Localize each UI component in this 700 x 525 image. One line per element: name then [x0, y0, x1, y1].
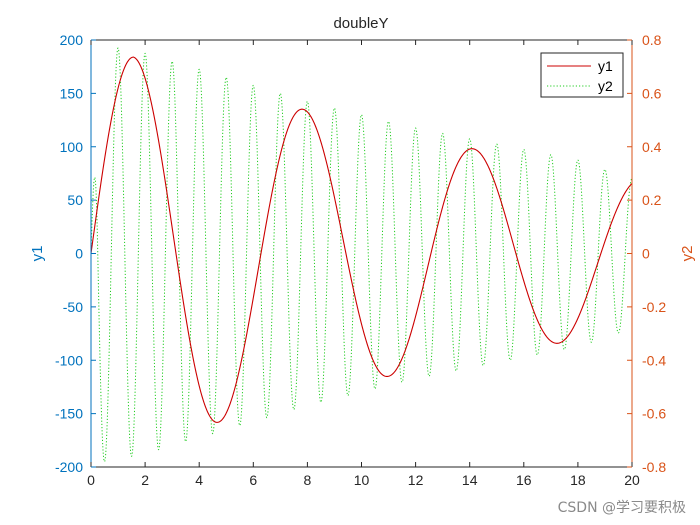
x-tick-label: 2	[141, 472, 149, 488]
y1-tick-label: 50	[67, 192, 83, 208]
legend-label-y1: y1	[598, 58, 613, 74]
watermark: CSDN @学习要积极	[557, 500, 686, 516]
y2-tick-label: -0.2	[642, 299, 666, 315]
y2-tick-label: 0.8	[642, 32, 662, 48]
y2-tick-label: 0.4	[642, 139, 662, 155]
legend-box	[540, 52, 624, 98]
y2-tick-label: 0.2	[642, 192, 662, 208]
y2-tick-label: 0.6	[642, 85, 662, 101]
y2-tick-label: -0.4	[642, 352, 666, 368]
x-tick-label: 20	[624, 472, 640, 488]
x-tick-label: 6	[249, 472, 257, 488]
series-y1-line	[91, 56, 632, 423]
x-tick-label: 12	[408, 472, 424, 488]
y1-tick-label: 150	[60, 85, 84, 101]
y2-tick-label: -0.8	[642, 459, 666, 475]
y1-tick-label: -100	[55, 352, 83, 368]
y2-tick-label: 0	[642, 246, 650, 262]
axes-layer: 0 2 4 6 8 10 12 14 16 18 20 200 150 100 50 0 -50 -100 -150…	[29, 32, 696, 488]
x-tick-label: 16	[516, 472, 532, 488]
series-layer	[91, 47, 632, 463]
x-tick-label: 10	[354, 472, 370, 488]
y1-tick-label: -200	[55, 459, 83, 475]
x-tick-label: 4	[195, 472, 203, 488]
y1-tick-label: -50	[63, 299, 83, 315]
x-tick-label: 8	[304, 472, 312, 488]
y1-tick-label: 200	[60, 32, 84, 48]
y2-tick-label: -0.6	[642, 406, 666, 422]
y2-axis-label: y2	[679, 246, 696, 262]
chart-title: doubleY	[333, 15, 388, 32]
x-tick-label: 0	[87, 472, 95, 488]
y1-tick-label: 0	[75, 246, 83, 262]
y1-tick-label: -150	[55, 406, 83, 422]
y1-axis-label: y1	[29, 246, 46, 262]
x-tick-label: 14	[462, 472, 478, 488]
y1-tick-label: 100	[60, 139, 84, 155]
x-tick-label: 18	[570, 472, 586, 488]
plot-area	[91, 40, 632, 467]
legend-label-y2: y2	[598, 78, 613, 94]
